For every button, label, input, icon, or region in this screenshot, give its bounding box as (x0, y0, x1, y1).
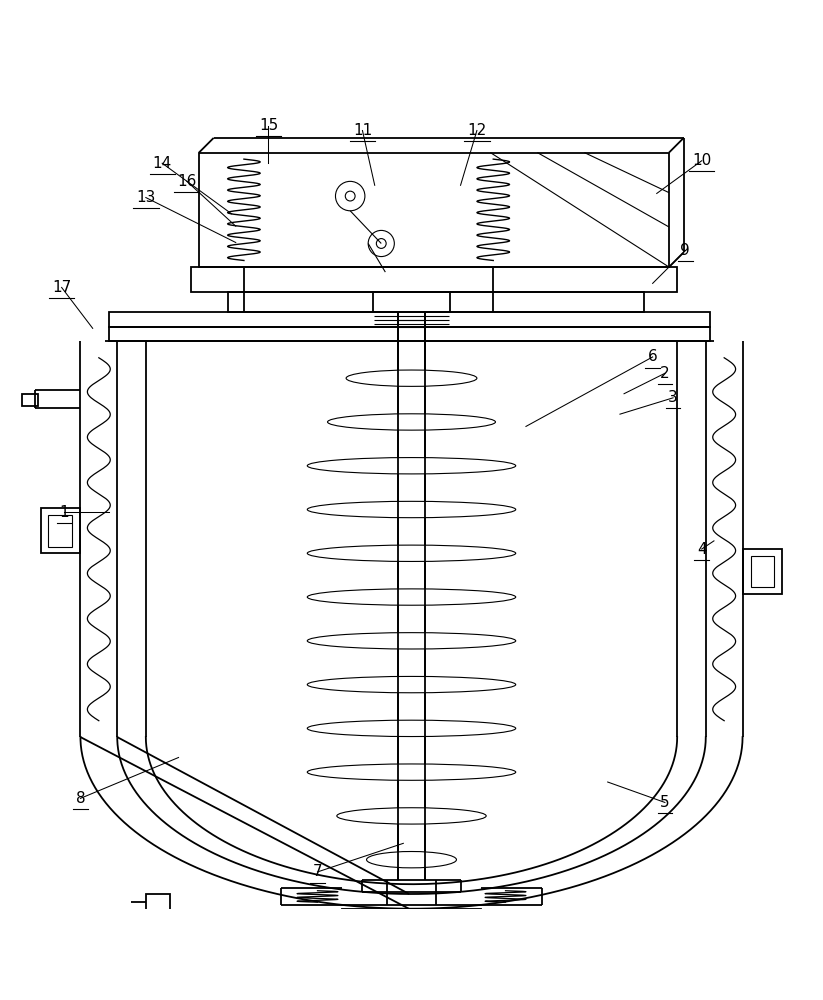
Bar (742, 549, 782, 594)
Ellipse shape (337, 808, 486, 824)
Bar (342, 909, 481, 933)
Text: 6: 6 (648, 349, 658, 364)
Ellipse shape (307, 720, 516, 737)
Ellipse shape (307, 589, 516, 605)
Bar (109, 327, 710, 341)
Text: 9: 9 (681, 243, 690, 258)
Ellipse shape (307, 764, 516, 780)
Text: 17: 17 (52, 280, 72, 295)
Text: 4: 4 (697, 542, 706, 557)
Text: 1: 1 (59, 505, 69, 520)
Ellipse shape (328, 414, 495, 430)
Bar (41, 508, 81, 553)
Text: 3: 3 (668, 390, 678, 405)
Ellipse shape (307, 501, 516, 518)
Text: 12: 12 (467, 123, 486, 138)
Text: 10: 10 (692, 153, 711, 168)
Text: 5: 5 (660, 795, 670, 810)
Ellipse shape (307, 458, 516, 474)
Bar (109, 312, 710, 327)
Text: 16: 16 (177, 174, 197, 189)
Text: 7: 7 (313, 864, 323, 879)
Text: 13: 13 (136, 190, 156, 205)
Text: 8: 8 (76, 791, 86, 806)
Text: 11: 11 (353, 123, 372, 138)
Bar (21, 394, 38, 406)
Bar (146, 894, 170, 910)
Bar (228, 292, 644, 312)
Ellipse shape (366, 852, 457, 868)
Text: 14: 14 (152, 156, 172, 171)
Text: 2: 2 (660, 366, 670, 381)
Bar (199, 153, 669, 267)
Bar (48, 515, 72, 547)
Ellipse shape (346, 370, 477, 386)
Bar (751, 556, 774, 587)
Text: 15: 15 (258, 118, 278, 133)
Bar (373, 292, 450, 312)
Ellipse shape (307, 676, 516, 693)
Ellipse shape (307, 545, 516, 561)
Ellipse shape (307, 633, 516, 649)
Bar (191, 267, 677, 292)
